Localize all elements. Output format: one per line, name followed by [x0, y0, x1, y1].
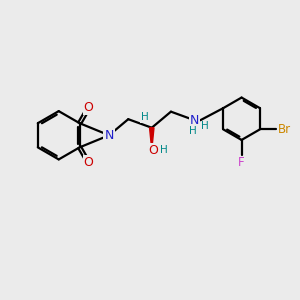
Text: H: H [189, 126, 197, 136]
Text: O: O [148, 144, 158, 157]
Text: O: O [83, 101, 93, 114]
Text: F: F [238, 156, 245, 169]
Text: H: H [160, 146, 168, 155]
Text: Br: Br [278, 123, 291, 136]
Text: N: N [190, 114, 199, 127]
Polygon shape [150, 128, 154, 150]
Text: H: H [201, 121, 209, 130]
Text: H: H [140, 112, 148, 122]
Text: N: N [104, 129, 114, 142]
Text: O: O [83, 156, 93, 169]
